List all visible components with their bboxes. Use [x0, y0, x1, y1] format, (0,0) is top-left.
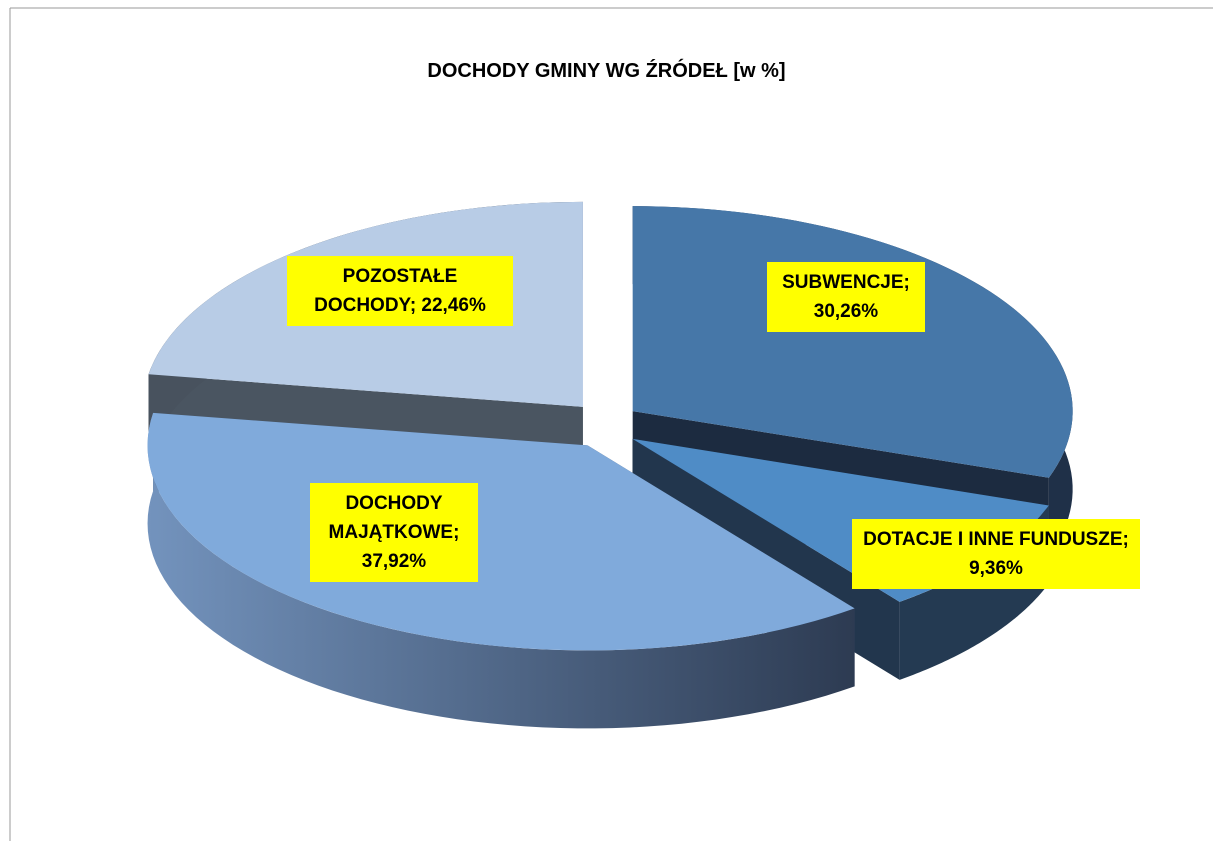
data-label: DOTACJE I INNE FUNDUSZE; 9,36% — [852, 519, 1140, 589]
pie-slice — [632, 206, 1073, 478]
slice-side — [147, 412, 855, 729]
chart-title: DOCHODY GMINY WG ŹRÓDEŁ [w %] — [427, 60, 786, 82]
data-label: DOCHODY MAJĄTKOWE; 37,92% — [310, 483, 478, 582]
data-label: POZOSTAŁE DOCHODY; 22,46% — [287, 256, 513, 326]
data-label: SUBWENCJE; 30,26% — [767, 262, 925, 332]
pie-slice — [147, 412, 855, 651]
